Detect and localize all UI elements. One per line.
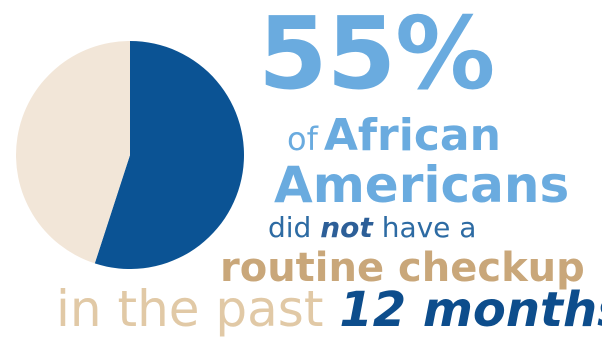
group-line-2: Americans <box>274 156 570 214</box>
pie-chart <box>16 41 245 269</box>
of-word: of <box>287 120 318 158</box>
headline-line-6: in the past 12 months <box>56 284 602 334</box>
headline-percent: 55% <box>258 0 495 112</box>
months-text: 12 months <box>339 282 602 338</box>
headline-line-4: did not have a <box>268 214 476 242</box>
in-the-past-text: in the past <box>56 280 324 338</box>
routine-checkup-text: routine checkup <box>220 245 585 291</box>
not-word: not <box>320 211 373 244</box>
group-line-1: African <box>323 110 501 161</box>
headline-line-2: of African <box>287 114 501 158</box>
have-a-words: have a <box>381 211 477 244</box>
did-word: did <box>268 211 312 244</box>
pie-slice-2 <box>16 41 131 264</box>
pie-slice-1 <box>94 41 245 269</box>
